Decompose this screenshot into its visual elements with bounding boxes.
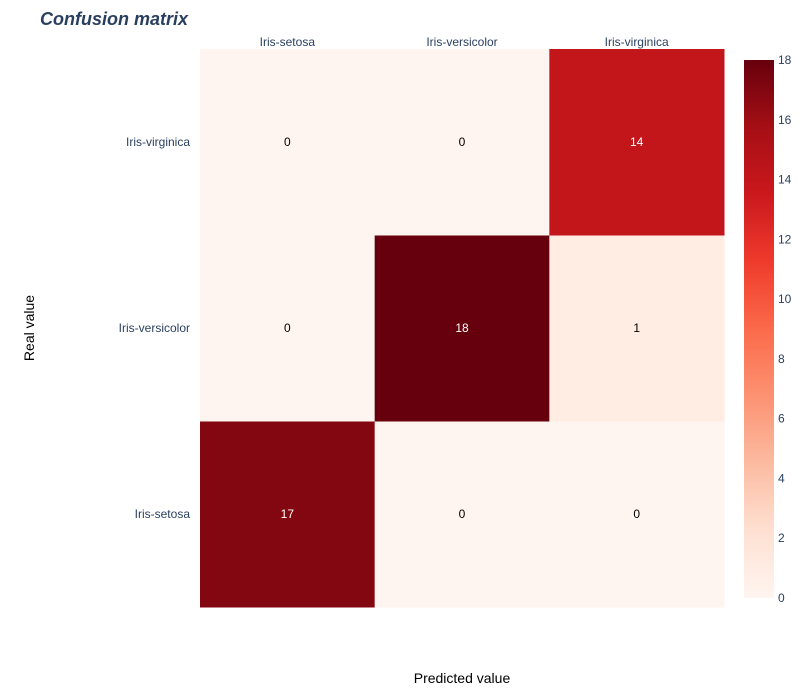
colorbar-tick-label: 18 [778,53,792,67]
heatmap-cells [200,49,725,608]
heatmap-cell [200,421,376,608]
heatmap-cell [374,235,550,422]
heatmap-cell [549,421,725,608]
colorbar-tick-label: 8 [778,352,785,366]
chart-title: Confusion matrix [40,9,189,29]
heatmap-cell [374,49,550,236]
cell-value-label: 0 [284,321,291,335]
y-tick-label: Iris-setosa [135,507,191,521]
colorbar-tick-label: 0 [778,591,785,605]
cell-value-label: 14 [630,135,644,149]
cell-value-label: 1 [633,321,640,335]
cell-value-label: 0 [459,135,466,149]
x-axis-title: Predicted value [414,670,511,686]
colorbar-tick-label: 16 [778,113,792,127]
heatmap-cell [200,49,376,236]
colorbar-tick-label: 4 [778,471,785,485]
colorbar-tick-label: 6 [778,412,785,426]
colorbar-tick-label: 10 [778,292,792,306]
colorbar-ticks: 0 2 4 6 8 10 12 14 16 18 [778,53,792,605]
x-tick-label: Iris-setosa [260,35,316,49]
x-tick-label: Iris-versicolor [426,35,497,49]
heatmap-value-labels: 17 0 0 0 18 1 0 0 14 [281,135,644,521]
cell-value-label: 0 [633,507,640,521]
colorbar-tick-label: 14 [778,173,792,187]
x-axis-ticks: Iris-setosa Iris-versicolor Iris-virginica [260,35,669,49]
heatmap-cell [549,235,725,422]
y-axis-ticks: Iris-setosa Iris-versicolor Iris-virginica [119,135,191,521]
cell-value-label: 18 [455,321,469,335]
y-tick-label: Iris-virginica [126,135,190,149]
colorbar-tick-label: 2 [778,531,785,545]
colorbar [744,60,774,598]
colorbar-tick-label: 12 [778,232,792,246]
heatmap-cell [200,235,376,422]
x-tick-label: Iris-virginica [605,35,669,49]
cell-value-label: 17 [281,507,295,521]
cell-value-label: 0 [284,135,291,149]
y-axis-title: Real value [21,295,37,361]
cell-value-label: 0 [459,507,466,521]
y-tick-label: Iris-versicolor [119,321,190,335]
heatmap-cell [549,49,725,236]
heatmap-cell [374,421,550,608]
